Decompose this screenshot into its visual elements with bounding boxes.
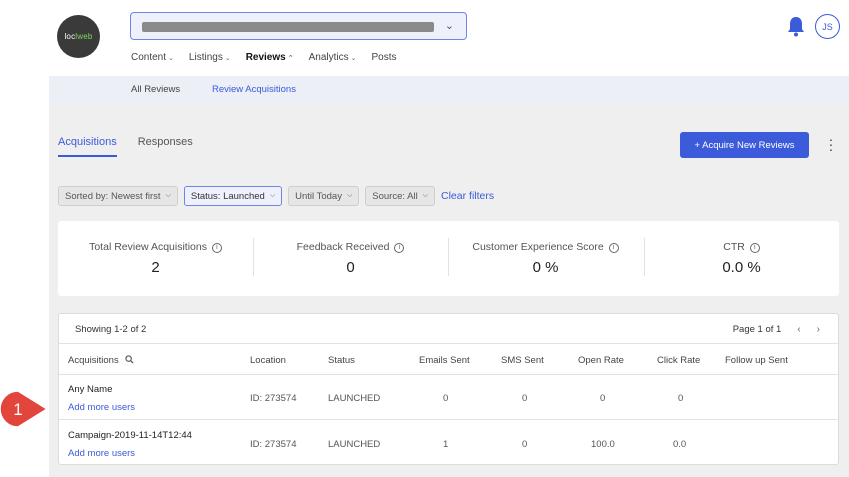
info-icon[interactable]: i [608, 243, 619, 253]
stat-value: 0 [346, 259, 355, 276]
divider [59, 343, 838, 344]
logo[interactable]: loclweb [57, 15, 100, 58]
chevron-right-icon[interactable]: › [816, 324, 820, 335]
subnav-review-acquisitions[interactable]: Review Acquisitions [212, 84, 296, 95]
acquisitions-table: Showing 1-2 of 2 Page 1 of 1 ‹ › Acquisi… [58, 313, 839, 465]
stat-value: 2 [151, 259, 160, 276]
status-cell: LAUNCHED [328, 439, 381, 450]
chevron-down-icon: ⌵ [346, 192, 353, 199]
chevron-down-icon: ⌄ [168, 55, 174, 62]
chevron-down-icon: ⌵ [269, 192, 276, 199]
page-indicator: Page 1 of 1 [732, 324, 782, 335]
top-bar: loclweb ⌄ Content ⌄ Listings ⌄ Reviews ⌃ An… [0, 0, 849, 76]
date-filter[interactable]: Until Today ⌵ [288, 186, 360, 206]
tab-acquisitions[interactable]: Acquisitions [58, 136, 117, 157]
stat-label: Customer Experience Score [472, 241, 604, 253]
click-rate-cell: 0.0 [673, 439, 687, 450]
pagination: Page 1 of 1 ‹ › [733, 324, 820, 335]
tabs: Acquisitions Responses [58, 136, 214, 157]
redacted-account-name [142, 22, 434, 32]
main-nav: Content ⌄ Listings ⌄ Reviews ⌃ Analytics ⌄ P… [131, 52, 412, 63]
filter-bar: Sorted by: Newest first ⌵ Status: Launche… [58, 186, 494, 206]
clear-filters-link[interactable]: Clear filters [441, 190, 495, 202]
more-options-icon[interactable]: · · · [828, 131, 834, 157]
column-header-location: Location [250, 355, 286, 366]
search-icon[interactable] [125, 355, 134, 364]
status-cell: LAUNCHED [328, 393, 381, 404]
chevron-left-icon[interactable]: ‹ [797, 324, 801, 335]
chevron-down-icon: ⌵ [422, 192, 429, 199]
logo-text-b: lweb [75, 32, 93, 41]
acquisition-name: Campaign-2019-11-14T12:44 [68, 430, 192, 441]
sub-nav: All Reviews Review Acquisitions [49, 76, 849, 104]
showing-count: Showing 1-2 of 2 [75, 324, 147, 335]
stat-feedback-received: Feedback Received i 0 [253, 221, 448, 296]
chevron-down-icon: ⌵ [165, 192, 171, 199]
nav-item-posts[interactable]: Posts [371, 52, 397, 63]
column-header-sms-sent: SMS Sent [501, 355, 544, 366]
nav-item-listings[interactable]: Listings ⌄ [188, 52, 231, 63]
click-rate-cell: 0 [678, 393, 684, 404]
info-icon[interactable]: i [211, 243, 222, 253]
subnav-all-reviews[interactable]: All Reviews [131, 84, 181, 95]
stat-label: Feedback Received [296, 241, 390, 253]
open-rate-cell: 100.0 [591, 439, 615, 450]
acquire-new-reviews-button[interactable]: + Acquire New Reviews [680, 132, 809, 158]
stats-card: Total Review Acquisitions i 2 Feedback R… [58, 221, 839, 296]
stat-customer-experience-score: Customer Experience Score i 0 % [448, 221, 643, 296]
divider [59, 419, 838, 420]
account-select[interactable]: ⌄ [130, 12, 467, 40]
column-header-click-rate: Click Rate [657, 355, 701, 366]
nav-item-reviews[interactable]: Reviews ⌃ [245, 52, 294, 63]
callout-number: 1 [13, 400, 22, 419]
chevron-down-icon: ⌄ [444, 20, 454, 32]
add-more-users-link[interactable]: Add more users [68, 402, 136, 413]
logo-text-a: loc [64, 32, 76, 41]
stat-value: 0.0 % [722, 259, 761, 276]
sms-sent-cell: 0 [522, 393, 528, 404]
info-icon[interactable]: i [394, 243, 405, 253]
column-header-status: Status [328, 355, 355, 366]
emails-sent-cell: 1 [443, 439, 449, 450]
nav-item-analytics[interactable]: Analytics ⌄ [308, 52, 357, 63]
callout-marker: 1 [0, 390, 48, 428]
column-header-acquisitions[interactable]: Acquisitions [68, 355, 134, 366]
stat-ctr: CTR i 0.0 % [644, 221, 839, 296]
stat-label: Total Review Acquisitions [89, 241, 207, 253]
location-cell: ID: 273574 [250, 439, 297, 450]
source-filter[interactable]: Source: All ⌵ [365, 186, 436, 206]
status-filter[interactable]: Status: Launched ⌵ [183, 186, 283, 206]
divider [253, 238, 254, 276]
info-icon[interactable]: i [749, 243, 760, 253]
column-header-emails-sent: Emails Sent [419, 355, 470, 366]
column-header-open-rate: Open Rate [578, 355, 624, 366]
stat-value: 0 % [532, 259, 559, 276]
sms-sent-cell: 0 [522, 439, 528, 450]
nav-item-content[interactable]: Content ⌄ [131, 52, 174, 63]
chevron-up-icon: ⌃ [287, 55, 294, 62]
divider [59, 374, 838, 375]
stat-label: CTR [723, 241, 745, 253]
sort-filter[interactable]: Sorted by: Newest first ⌵ [58, 186, 178, 206]
user-avatar[interactable]: JS [815, 14, 840, 39]
add-more-users-link[interactable]: Add more users [68, 448, 136, 459]
chevron-down-icon: ⌄ [350, 55, 357, 62]
divider [448, 238, 449, 276]
stat-total-review-acquisitions: Total Review Acquisitions i 2 [58, 221, 253, 296]
divider [644, 238, 645, 276]
tab-responses[interactable]: Responses [137, 136, 193, 148]
acquisition-name: Any Name [68, 384, 113, 395]
emails-sent-cell: 0 [443, 393, 449, 404]
bell-icon[interactable] [786, 15, 806, 37]
chevron-down-icon: ⌄ [224, 55, 231, 62]
location-cell: ID: 273574 [250, 393, 297, 404]
column-header-follow-up-sent: Follow up Sent [725, 355, 788, 366]
open-rate-cell: 0 [600, 393, 606, 404]
